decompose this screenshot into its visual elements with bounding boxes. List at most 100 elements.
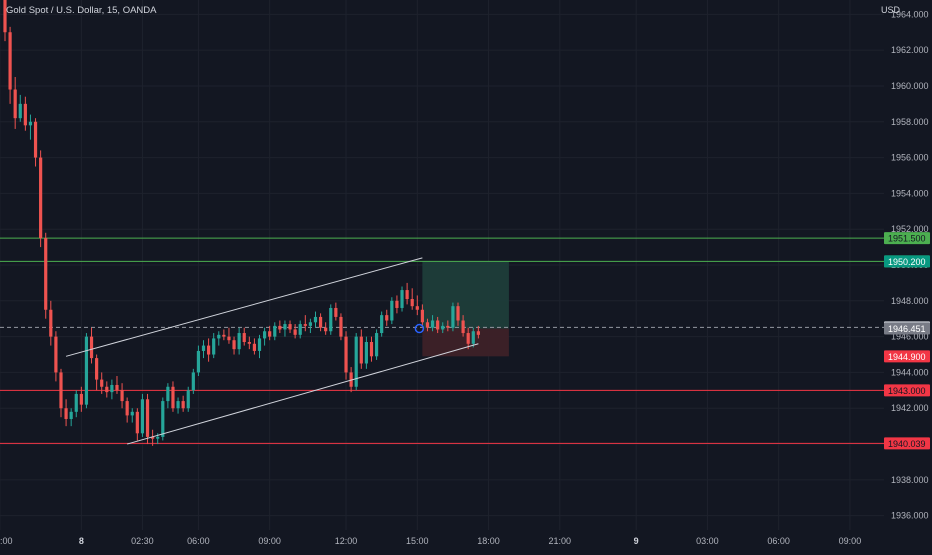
channel-line-upper[interactable]: [65, 257, 423, 357]
candle[interactable]: [425, 318, 430, 332]
stop-zone[interactable]: [422, 328, 509, 357]
candle[interactable]: [283, 320, 287, 337]
candle[interactable]: [201, 340, 206, 359]
channel-line-lower[interactable]: [127, 343, 479, 445]
candle[interactable]: [23, 96, 27, 131]
candle[interactable]: [54, 331, 58, 382]
candle[interactable]: [212, 333, 216, 359]
candle[interactable]: [313, 311, 318, 328]
target-zone[interactable]: [422, 261, 509, 329]
candle[interactable]: [364, 336, 368, 369]
candle[interactable]: [95, 354, 99, 391]
candle[interactable]: [400, 286, 404, 312]
candle[interactable]: [196, 345, 201, 377]
candle[interactable]: [145, 393, 150, 445]
candle[interactable]: [247, 336, 251, 350]
candle[interactable]: [405, 282, 409, 305]
candle[interactable]: [410, 288, 414, 310]
candle[interactable]: [461, 315, 465, 337]
candle[interactable]: [339, 313, 343, 341]
candle[interactable]: [303, 315, 307, 332]
candle[interactable]: [84, 333, 89, 409]
candle[interactable]: [456, 302, 460, 326]
candle[interactable]: [222, 329, 226, 341]
candle[interactable]: [8, 26, 12, 104]
candle[interactable]: [324, 322, 328, 335]
candle[interactable]: [288, 320, 292, 334]
candle[interactable]: [415, 295, 419, 316]
candle[interactable]: [441, 322, 445, 334]
candle[interactable]: [207, 338, 211, 362]
candle[interactable]: [268, 325, 272, 341]
candle[interactable]: [451, 302, 455, 332]
candle[interactable]: [374, 329, 379, 360]
candle[interactable]: [359, 329, 363, 369]
candle[interactable]: [369, 336, 374, 362]
candle[interactable]: [100, 372, 104, 394]
candle[interactable]: [49, 300, 53, 346]
candle[interactable]: [69, 408, 73, 427]
candle[interactable]: [181, 395, 185, 412]
candle[interactable]: [191, 368, 195, 394]
candle[interactable]: [380, 311, 384, 337]
candle[interactable]: [64, 399, 68, 427]
candle[interactable]: [217, 331, 221, 346]
candle[interactable]: [59, 368, 63, 418]
entry-marker[interactable]: [414, 323, 425, 334]
candle[interactable]: [390, 297, 394, 325]
candle[interactable]: [385, 309, 389, 326]
candle[interactable]: [446, 320, 450, 332]
candle[interactable]: [110, 379, 114, 400]
candle[interactable]: [79, 386, 83, 412]
candle[interactable]: [176, 397, 180, 414]
candle[interactable]: [252, 338, 257, 355]
candle[interactable]: [115, 376, 119, 394]
candle[interactable]: [293, 324, 297, 339]
candle[interactable]: [395, 295, 399, 314]
candle[interactable]: [166, 383, 170, 409]
candle[interactable]: [135, 408, 139, 441]
candle[interactable]: [242, 327, 246, 346]
candle[interactable]: [13, 76, 17, 129]
candle[interactable]: [28, 114, 33, 140]
candle[interactable]: [344, 331, 348, 380]
candle[interactable]: [130, 408, 134, 423]
candle[interactable]: [39, 150, 43, 248]
candle[interactable]: [89, 327, 94, 364]
candle[interactable]: [186, 386, 190, 412]
candle[interactable]: [430, 315, 435, 332]
candle[interactable]: [232, 336, 236, 355]
candle[interactable]: [262, 327, 267, 346]
candle[interactable]: [278, 320, 282, 334]
candle[interactable]: [420, 304, 424, 328]
candle[interactable]: [436, 316, 440, 334]
candle[interactable]: [120, 383, 124, 409]
candle[interactable]: [105, 381, 109, 398]
candle[interactable]: [466, 327, 470, 350]
candle[interactable]: [318, 313, 323, 332]
candle[interactable]: [140, 393, 145, 437]
candle[interactable]: [329, 304, 333, 335]
candle[interactable]: [298, 320, 302, 339]
candle[interactable]: [471, 327, 475, 348]
candle[interactable]: [476, 325, 480, 339]
candle[interactable]: [33, 118, 38, 167]
candle[interactable]: [74, 390, 78, 418]
candle[interactable]: [161, 397, 165, 441]
candle[interactable]: [257, 334, 262, 359]
candle[interactable]: [334, 302, 338, 321]
candle[interactable]: [151, 429, 155, 446]
candle[interactable]: [308, 318, 312, 334]
candle[interactable]: [273, 322, 277, 341]
candle[interactable]: [354, 333, 358, 391]
candle[interactable]: [237, 327, 241, 355]
candle[interactable]: [171, 381, 175, 412]
price-tick-label: 1942.000: [891, 403, 929, 413]
candle[interactable]: [125, 397, 129, 423]
candle[interactable]: [3, 0, 7, 42]
candle[interactable]: [18, 94, 22, 122]
candle[interactable]: [44, 232, 48, 319]
candle[interactable]: [227, 327, 231, 344]
